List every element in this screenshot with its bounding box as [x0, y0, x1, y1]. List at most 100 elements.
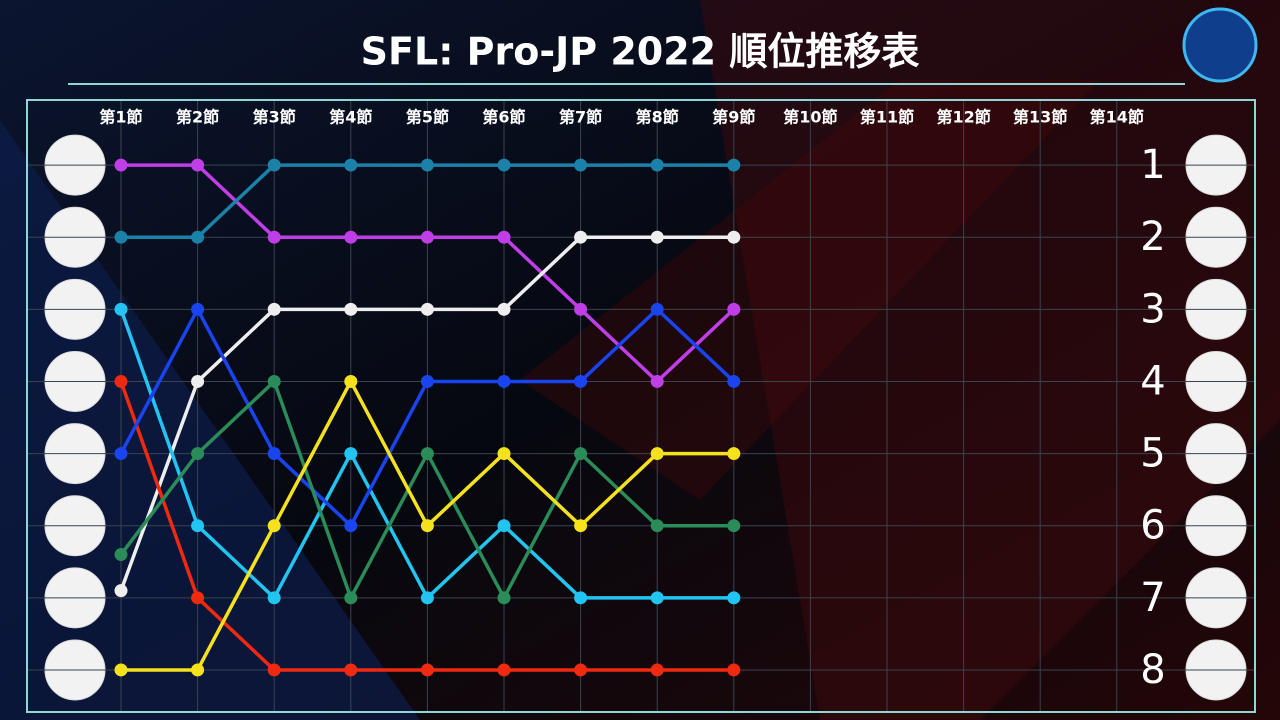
series-point	[191, 519, 205, 533]
series-point	[727, 447, 741, 461]
series-point	[650, 302, 664, 316]
series-point	[497, 158, 511, 172]
series-point	[574, 663, 588, 677]
series-point	[420, 447, 434, 461]
series-point	[114, 230, 128, 244]
x-tick-label: 第2節	[176, 108, 219, 127]
series-point	[344, 519, 358, 533]
series-point	[267, 374, 281, 388]
series-point	[114, 447, 128, 461]
x-tick-label: 第13節	[1013, 108, 1067, 127]
y-tick-label: 7	[1140, 575, 1165, 621]
x-tick-label: 第1節	[99, 108, 142, 127]
y-tick-label: 6	[1140, 503, 1165, 549]
series-point	[574, 158, 588, 172]
y-tick-label: 2	[1140, 214, 1165, 260]
series-point	[497, 591, 511, 605]
series-point	[267, 663, 281, 677]
series-point	[344, 447, 358, 461]
series-point	[191, 230, 205, 244]
series-point	[727, 374, 741, 388]
x-tick-label: 第10節	[783, 108, 837, 127]
series-point	[650, 230, 664, 244]
series-point	[650, 158, 664, 172]
series-point	[497, 447, 511, 461]
series-point	[574, 302, 588, 316]
series-point	[497, 519, 511, 533]
x-tick-label: 第5節	[406, 108, 449, 127]
series-point	[114, 663, 128, 677]
series-point	[344, 374, 358, 388]
series-point	[727, 519, 741, 533]
x-tick-label: 第11節	[860, 108, 914, 127]
x-tick-label: 第8節	[636, 108, 679, 127]
series-point	[420, 591, 434, 605]
series-point	[344, 230, 358, 244]
series-point	[650, 374, 664, 388]
series-point	[650, 447, 664, 461]
series-point	[420, 230, 434, 244]
series-point	[420, 374, 434, 388]
frame	[26, 99, 1256, 713]
series-point	[650, 519, 664, 533]
series-point	[650, 663, 664, 677]
bg-shape	[0, 120, 420, 720]
y-tick-label: 4	[1140, 358, 1165, 404]
series-point	[191, 302, 205, 316]
x-tick-label: 第12節	[936, 108, 990, 127]
series-point	[497, 302, 511, 316]
series-point	[114, 158, 128, 172]
x-tick-label: 第6節	[482, 108, 525, 127]
series-point	[191, 158, 205, 172]
bg-shape	[700, 0, 1280, 720]
y-tick-label: 8	[1140, 647, 1165, 693]
x-tick-label: 第14節	[1090, 108, 1144, 127]
series-point	[267, 158, 281, 172]
x-tick-label: 第3節	[253, 108, 296, 127]
series-point	[574, 519, 588, 533]
series-point	[574, 447, 588, 461]
series-point	[191, 447, 205, 461]
series-point	[574, 374, 588, 388]
series-point	[344, 158, 358, 172]
series-point	[344, 591, 358, 605]
series-point	[574, 591, 588, 605]
y-tick-label: 3	[1140, 286, 1165, 332]
series-point	[727, 591, 741, 605]
series-point	[191, 663, 205, 677]
series-point	[267, 447, 281, 461]
series-point	[114, 374, 128, 388]
series-point	[344, 302, 358, 316]
x-tick-label: 第7節	[559, 108, 602, 127]
y-tick-label: 1	[1140, 142, 1165, 188]
series-point	[420, 302, 434, 316]
series-point	[727, 663, 741, 677]
series-point	[497, 374, 511, 388]
series-point	[497, 663, 511, 677]
series-point	[727, 230, 741, 244]
x-tick-label: 第9節	[712, 108, 755, 127]
series-point	[650, 591, 664, 605]
y-tick-label: 5	[1140, 431, 1165, 477]
series-point	[420, 519, 434, 533]
series-point	[267, 302, 281, 316]
series-point	[344, 663, 358, 677]
series-point	[574, 230, 588, 244]
series-point	[420, 663, 434, 677]
series-point	[114, 584, 128, 598]
series-point	[114, 548, 128, 562]
series-point	[727, 158, 741, 172]
series-point	[191, 374, 205, 388]
series-point	[267, 230, 281, 244]
series-point	[727, 302, 741, 316]
series-point	[114, 302, 128, 316]
series-point	[191, 591, 205, 605]
series-point	[420, 158, 434, 172]
series-point	[497, 230, 511, 244]
series-point	[267, 591, 281, 605]
x-tick-label: 第4節	[329, 108, 372, 127]
chart-title: SFL: Pro-JP 2022 順位推移表	[361, 30, 920, 74]
series-point	[267, 519, 281, 533]
